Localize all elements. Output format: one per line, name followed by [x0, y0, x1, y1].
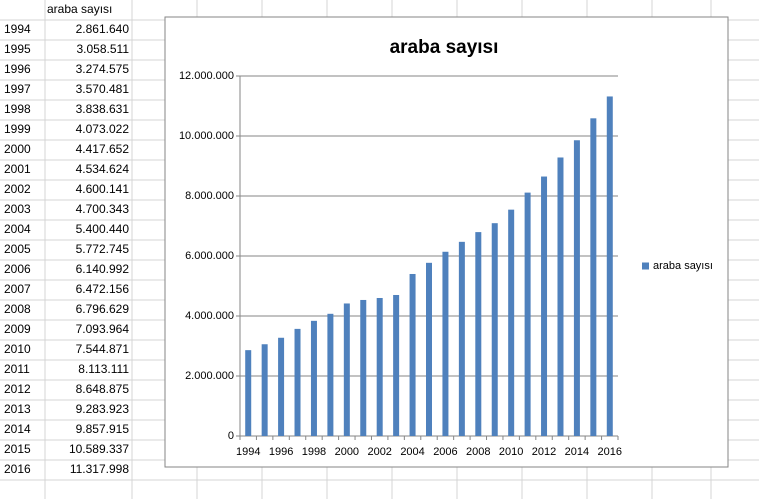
chart-title: araba sayısı	[390, 37, 499, 58]
year-cell: 2006	[4, 262, 31, 276]
year-cell: 2001	[4, 162, 31, 176]
year-cell: 2014	[4, 422, 31, 436]
bar	[376, 297, 383, 436]
bar	[360, 299, 367, 436]
y-tick-label: 2.000.000	[185, 370, 234, 382]
value-cell: 6.140.992	[76, 262, 130, 276]
value-cell: 8.113.111	[78, 362, 129, 376]
value-cell: 8.648.875	[76, 382, 130, 396]
year-cell: 2016	[4, 462, 31, 476]
year-cell: 2002	[4, 182, 31, 196]
y-tick-label: 8.000.000	[185, 190, 234, 202]
chart: araba sayısı 0 2.000.000 4.000.000 6.000.00…	[164, 16, 729, 468]
bar	[409, 273, 416, 436]
value-cell: 4.417.652	[76, 142, 130, 156]
value-cell: 9.283.923	[76, 402, 130, 416]
x-tick-label: 2006	[433, 446, 457, 458]
value-cell: 4.600.141	[76, 182, 130, 196]
year-cell: 2009	[4, 322, 31, 336]
x-tick-label: 2008	[466, 446, 490, 458]
bar	[442, 251, 449, 436]
year-cell: 2003	[4, 202, 31, 216]
y-tick-label: 12.000.000	[179, 70, 234, 82]
year-cell: 2004	[4, 222, 31, 236]
x-tick-label: 2012	[532, 446, 556, 458]
bar	[557, 157, 564, 437]
bar	[261, 344, 268, 436]
y-tick-label: 6.000.000	[185, 250, 234, 262]
x-tick-label: 1994	[236, 446, 260, 458]
year-cell: 1995	[4, 42, 31, 56]
x-tick-label: 2016	[598, 446, 622, 458]
value-cell: 5.772.745	[76, 242, 130, 256]
year-cell: 2005	[4, 242, 31, 256]
value-cell: 7.093.964	[76, 322, 130, 336]
year-cell: 1996	[4, 62, 31, 76]
value-cell: 3.838.631	[76, 102, 130, 116]
bar	[458, 241, 465, 436]
bar	[393, 294, 400, 436]
x-tick-label: 2004	[400, 446, 424, 458]
bar	[508, 209, 515, 436]
bar	[573, 140, 580, 436]
year-cell: 2013	[4, 402, 31, 416]
bar	[606, 96, 613, 437]
y-tick-label: 4.000.000	[185, 310, 234, 322]
year-cell: 1999	[4, 122, 31, 136]
year-cell: 1998	[4, 102, 31, 116]
legend-swatch	[642, 262, 649, 270]
column-header: araba sayısı	[47, 2, 112, 16]
bar	[294, 328, 301, 436]
value-cell: 7.544.871	[76, 342, 130, 356]
bar	[327, 313, 334, 436]
value-cell: 3.058.511	[77, 42, 130, 56]
legend-label: araba sayısı	[653, 260, 713, 272]
year-cell: 1994	[4, 22, 31, 36]
y-tick-label: 10.000.000	[179, 130, 234, 142]
x-tick-label: 2002	[367, 446, 391, 458]
x-tick-label: 2010	[499, 446, 523, 458]
value-cell: 9.857.915	[76, 422, 130, 436]
value-cell: 11.317.998	[70, 462, 129, 476]
bar	[475, 232, 482, 436]
value-cell: 3.570.481	[76, 82, 130, 96]
year-cell: 2011	[4, 362, 30, 376]
x-tick-label: 2000	[335, 446, 359, 458]
year-cell: 2000	[4, 142, 31, 156]
year-cell: 1997	[4, 82, 31, 96]
year-cell: 2015	[4, 442, 31, 456]
bar	[245, 350, 252, 436]
y-tick-label: 0	[228, 430, 234, 442]
bar	[426, 262, 432, 436]
x-tick-label: 1998	[302, 446, 326, 458]
bar	[310, 320, 317, 436]
value-cell: 3.274.575	[76, 62, 130, 76]
bar	[541, 176, 548, 436]
bar	[491, 223, 498, 436]
value-cell: 4.534.624	[76, 162, 130, 176]
value-cell: 4.700.343	[76, 202, 130, 216]
bar	[343, 303, 350, 436]
x-tick-label: 2014	[565, 446, 589, 458]
year-cell: 2007	[4, 282, 31, 296]
value-cell: 10.589.337	[69, 442, 129, 456]
year-cell: 2010	[4, 342, 31, 356]
x-tick-label: 1996	[269, 446, 293, 458]
value-cell: 6.796.629	[76, 302, 130, 316]
year-cell: 2008	[4, 302, 31, 316]
bar	[590, 118, 597, 437]
bar	[524, 192, 531, 436]
value-cell: 2.861.640	[76, 22, 130, 36]
value-cell: 6.472.156	[76, 282, 130, 296]
value-cell: 5.400.440	[76, 222, 130, 236]
table-rows: 1994 2.861.640 1995 3.058.511 1996 3.274.575 1…	[4, 22, 129, 476]
year-cell: 2012	[4, 382, 31, 396]
value-cell: 4.073.022	[76, 122, 130, 136]
bar	[278, 337, 285, 436]
